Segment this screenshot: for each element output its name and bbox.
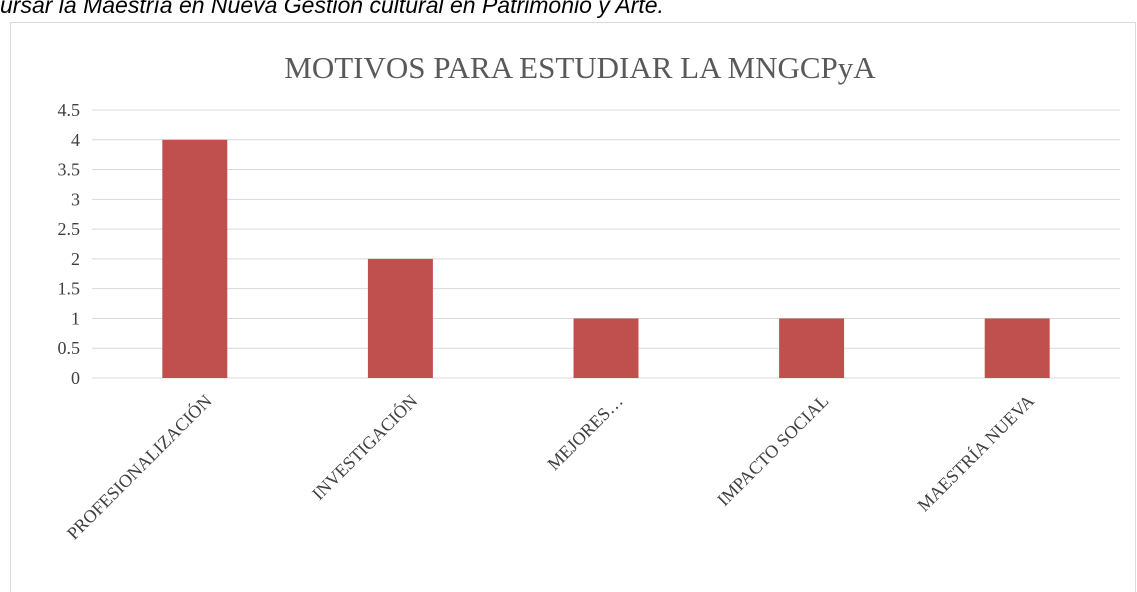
bar <box>573 318 639 378</box>
y-tick-label: 2 <box>71 249 80 269</box>
y-tick-label: 1.5 <box>58 279 81 299</box>
y-tick-label: 0.5 <box>58 338 81 358</box>
y-tick-label: 3.5 <box>58 160 81 180</box>
y-tick-label: 1 <box>71 308 80 328</box>
bar <box>367 258 433 378</box>
y-tick-label: 4.5 <box>58 100 81 120</box>
bar <box>162 139 228 378</box>
bar <box>984 318 1050 378</box>
caption: ursar la Maestría en Nueva Gestión cultu… <box>0 0 664 18</box>
y-tick-label: 0 <box>71 368 80 388</box>
y-tick-label: 4 <box>71 130 80 150</box>
chart-title: MOTIVOS PARA ESTUDIAR LA MNGCPyA <box>284 50 876 85</box>
y-tick-label: 2.5 <box>58 219 81 239</box>
y-tick-label: 3 <box>71 189 80 209</box>
bar <box>779 318 845 378</box>
